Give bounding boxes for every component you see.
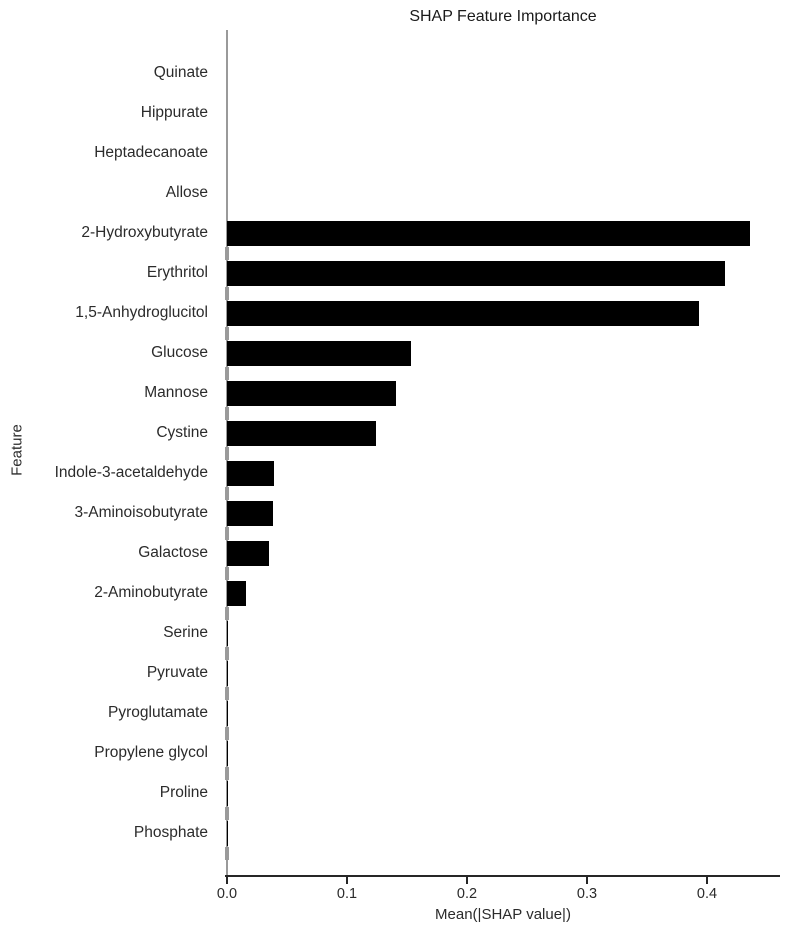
x-axis-tick <box>466 877 468 884</box>
category-label: Glucose <box>151 344 208 361</box>
category-label: Hippurate <box>140 104 208 121</box>
category-label: Heptadecanoate <box>94 144 208 161</box>
bar <box>227 300 699 326</box>
bar <box>227 620 229 646</box>
category-label: Phosphate <box>133 824 208 841</box>
x-axis-tick <box>706 877 708 884</box>
x-axis-tick-label: 0.4 <box>696 886 718 902</box>
y-axis-minor-dash <box>225 726 229 740</box>
x-axis-tick-label: 0.0 <box>216 886 238 902</box>
category-label: Propylene glycol <box>94 744 208 761</box>
y-axis-minor-dash <box>225 406 229 420</box>
bar <box>227 660 229 686</box>
category-label: Indole-3-acetaldehyde <box>54 464 208 481</box>
category-label: 2-Hydroxybutyrate <box>81 224 208 241</box>
category-label: Cystine <box>156 424 208 441</box>
y-axis-minor-dash <box>225 246 229 260</box>
category-label: 3-Aminoisobutyrate <box>74 504 208 521</box>
bar <box>227 500 273 526</box>
category-label: Pyroglutamate <box>108 704 208 721</box>
category-label: Mannose <box>144 384 208 401</box>
chart-title: SHAP Feature Importance <box>409 8 597 25</box>
bar <box>227 260 725 286</box>
y-axis-minor-dash <box>225 646 229 660</box>
y-axis-minor-dash <box>225 846 229 860</box>
y-axis-minor-dash <box>225 366 229 380</box>
category-label: 1,5-Anhydroglucitol <box>75 304 208 321</box>
bar <box>227 460 274 486</box>
category-label: Quinate <box>153 64 208 81</box>
y-axis-minor-dash <box>225 806 229 820</box>
y-axis-minor-dash <box>225 686 229 700</box>
bar <box>227 420 376 446</box>
category-label: Pyruvate <box>146 664 208 681</box>
y-axis-minor-dash <box>225 766 229 780</box>
x-axis-label: Mean(|SHAP value|) <box>435 906 571 923</box>
bar <box>227 820 229 846</box>
bar <box>227 780 229 806</box>
bar <box>227 380 397 406</box>
category-label: Allose <box>165 184 208 201</box>
category-label: 2-Aminobutyrate <box>94 584 208 601</box>
y-axis-minor-dash <box>225 606 229 620</box>
bar <box>227 740 229 766</box>
category-label: Erythritol <box>146 264 208 281</box>
x-axis-tick <box>346 877 348 884</box>
y-axis-minor-dash <box>225 526 229 540</box>
x-axis-tick-label: 0.2 <box>456 886 478 902</box>
bar <box>227 540 269 566</box>
bar <box>227 220 751 246</box>
x-axis-tick <box>226 877 228 884</box>
y-axis-minor-dash <box>225 486 229 500</box>
x-axis-tick-label: 0.3 <box>576 886 598 902</box>
x-axis-tick <box>586 877 588 884</box>
y-axis-minor-dash <box>225 566 229 580</box>
x-axis-line <box>225 875 780 877</box>
y-axis-minor-dash <box>225 286 229 300</box>
category-label: Proline <box>159 784 208 801</box>
x-axis-tick-label: 0.1 <box>336 886 358 902</box>
bar <box>227 340 411 366</box>
category-label: Serine <box>163 624 208 641</box>
bar <box>227 700 229 726</box>
bar <box>227 580 247 606</box>
y-axis-minor-dash <box>225 326 229 340</box>
category-label: Galactose <box>138 544 208 561</box>
y-axis-minor-dash <box>225 446 229 460</box>
